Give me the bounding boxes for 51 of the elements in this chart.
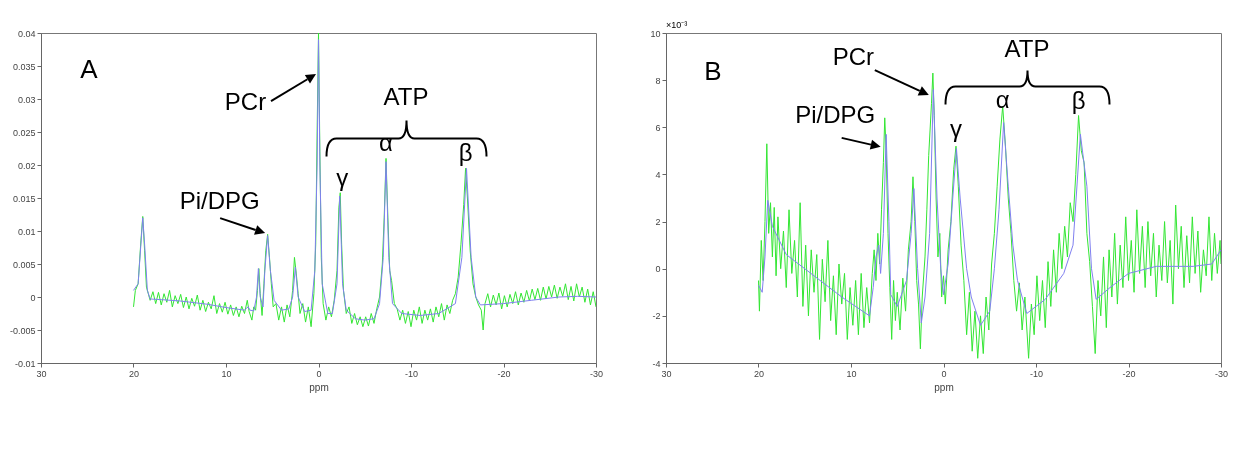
y-tick-label: 8 (655, 75, 661, 86)
x-tick-label: 30 (36, 368, 47, 379)
y-tick-label: 10 (650, 28, 661, 39)
annotation: ATP (383, 83, 429, 110)
annotation: Pi/DPG (179, 186, 260, 214)
y-tick-label: 0 (30, 292, 36, 303)
annotation: γ (336, 163, 349, 191)
x-tick-label: 10 (846, 368, 857, 379)
y-tick-label: 0.02 (17, 160, 36, 171)
y-tick-label: 0.025 (12, 127, 36, 138)
x-tick-label: -30 (1214, 368, 1229, 379)
annotation: A (80, 54, 99, 84)
annotation: β (1071, 86, 1086, 114)
annotation: PCr (224, 87, 267, 115)
x-axis-title: ppm (309, 381, 329, 393)
x-tick-label: 0 (316, 368, 322, 379)
y-tick-label: 0.03 (17, 94, 36, 105)
y-tick-label: -4 (652, 358, 661, 369)
y-tick-label: 0.04 (17, 28, 36, 39)
x-tick-label: 10 (221, 368, 232, 379)
y-tick-label: 4 (655, 169, 661, 180)
y-tick-label: 0.01 (17, 226, 36, 237)
annotation: ATP (1004, 35, 1050, 62)
annotation: Pi/DPG (795, 101, 876, 129)
x-tick-label: -20 (497, 368, 511, 379)
text: ×10⁻³ (666, 20, 688, 30)
y-tick-label: 0.015 (12, 193, 36, 204)
x-tick-label: -30 (589, 368, 604, 379)
line-series (758, 72, 1221, 359)
annotation: PCr (832, 42, 874, 70)
annotation: α (995, 86, 1010, 114)
x-tick-label: 0 (941, 368, 947, 379)
y-tick-label: 0.005 (12, 259, 36, 270)
x-tick-label: -10 (1029, 368, 1044, 379)
x-tick-label: -20 (1122, 368, 1136, 379)
y-tick-label: -2 (652, 311, 661, 322)
x-axis-title: ppm (934, 381, 954, 393)
y-tick-label: 0.035 (12, 61, 36, 72)
annotation: β (458, 139, 473, 167)
y-tick-label: -0.01 (14, 358, 36, 369)
x-tick-label: 20 (753, 368, 765, 379)
y-tick-label: 6 (655, 122, 661, 133)
y-tick-label: 0 (655, 264, 661, 275)
y-tick-label: 2 (655, 217, 661, 228)
y-tick-label: -0.005 (9, 325, 36, 336)
x-tick-label: 20 (128, 368, 140, 379)
line-series (758, 89, 1221, 326)
x-tick-label: 30 (661, 368, 672, 379)
annotation: B (704, 56, 722, 86)
x-tick-label: -10 (404, 368, 419, 379)
annotation: γ (949, 115, 962, 143)
